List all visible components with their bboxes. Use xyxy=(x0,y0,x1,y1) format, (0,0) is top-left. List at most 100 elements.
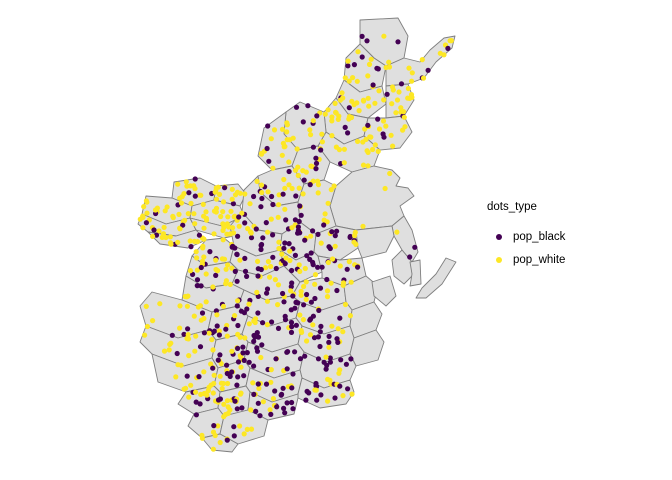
map-dot xyxy=(308,163,314,169)
map-dot xyxy=(137,216,143,222)
map-dot xyxy=(402,124,408,130)
map-dot xyxy=(224,362,230,368)
map-dot xyxy=(350,75,356,81)
map-dot xyxy=(321,222,327,228)
map-dot xyxy=(365,122,371,128)
map-dot xyxy=(211,372,217,378)
map-dot xyxy=(232,245,238,251)
map-dot xyxy=(190,271,196,277)
map-dot xyxy=(284,137,290,143)
map-dot xyxy=(184,183,190,189)
map-dot xyxy=(285,349,291,355)
map-dot xyxy=(329,118,335,124)
map-dot xyxy=(318,147,324,153)
map-dot xyxy=(355,138,361,144)
map-dot xyxy=(375,116,381,122)
map-dot xyxy=(225,410,231,416)
map-dot xyxy=(405,95,411,101)
map-dot xyxy=(335,339,341,345)
map-dot xyxy=(186,190,192,196)
map-dot xyxy=(229,186,235,192)
map-dot xyxy=(231,214,237,220)
map-dot xyxy=(177,303,183,309)
map-dot xyxy=(370,82,376,88)
map-dot xyxy=(279,251,285,257)
map-dot xyxy=(281,405,287,411)
map-dot xyxy=(229,265,235,271)
map-dot xyxy=(401,114,407,120)
map-dot xyxy=(344,266,350,272)
map-dot xyxy=(406,65,412,71)
legend-label-pop-white: pop_white xyxy=(513,253,566,266)
map-dot xyxy=(220,199,227,205)
map-dot xyxy=(269,193,275,200)
map-svg xyxy=(137,17,457,453)
map-dot xyxy=(284,129,290,135)
legend-item-pop-black[interactable]: pop_black xyxy=(487,225,657,248)
map-dot xyxy=(287,248,293,254)
map-dot xyxy=(306,390,312,396)
map-dot xyxy=(173,374,179,380)
map-dot xyxy=(140,225,146,231)
map-dot xyxy=(329,114,335,120)
map-dot xyxy=(316,307,322,313)
map-dot xyxy=(238,308,244,314)
map-dot xyxy=(237,257,243,263)
map-dot xyxy=(265,229,271,235)
map-dot xyxy=(289,324,295,330)
map-dot xyxy=(259,342,265,348)
map-dot xyxy=(396,89,402,95)
map-dot xyxy=(201,236,207,242)
map-dot xyxy=(266,158,272,164)
map-dot xyxy=(258,182,265,188)
map-dot xyxy=(217,396,223,402)
map-dot xyxy=(161,224,167,230)
map-dot xyxy=(325,376,331,382)
map-dot xyxy=(239,210,245,216)
map-dot xyxy=(382,185,388,192)
map-dot xyxy=(177,195,183,201)
map-dot xyxy=(237,334,243,340)
map-dot xyxy=(150,318,156,324)
map-dot xyxy=(161,348,168,354)
map-dot xyxy=(279,126,286,132)
map-dot xyxy=(192,221,198,227)
map-dot xyxy=(282,410,288,416)
map-dot xyxy=(209,337,215,343)
map-dot xyxy=(211,231,217,237)
map-dot xyxy=(217,352,223,358)
map-dot xyxy=(268,367,274,373)
map-dot xyxy=(321,359,327,365)
map-dot xyxy=(251,363,257,369)
map-dot xyxy=(304,253,310,259)
map-dot xyxy=(300,191,306,197)
map-dot xyxy=(326,344,332,350)
map-dot xyxy=(359,54,365,60)
map-dot xyxy=(246,321,252,327)
legend-item-pop-white[interactable]: pop_white xyxy=(487,248,657,271)
map-dot xyxy=(293,193,299,199)
map-dot xyxy=(349,98,355,104)
map-dot xyxy=(280,191,286,197)
map-dot xyxy=(331,183,337,189)
map-dot xyxy=(283,217,289,223)
map-dot xyxy=(236,214,242,220)
map-dot xyxy=(366,61,373,67)
map-dot xyxy=(347,234,353,240)
map-dot xyxy=(297,356,304,362)
map-dot xyxy=(303,169,309,175)
map-dot xyxy=(354,78,360,84)
map-dot xyxy=(186,353,192,359)
map-dot xyxy=(170,213,176,219)
map-dot xyxy=(224,437,230,443)
map-dot xyxy=(360,223,366,229)
map-dot xyxy=(255,381,261,387)
map-dot xyxy=(226,224,232,230)
map-dot xyxy=(312,272,319,278)
map-dot xyxy=(240,350,246,356)
map-dot xyxy=(270,254,276,260)
map-dot xyxy=(304,291,310,298)
map-dot xyxy=(194,283,200,289)
map-dot xyxy=(346,105,352,111)
map-dot xyxy=(355,49,361,55)
